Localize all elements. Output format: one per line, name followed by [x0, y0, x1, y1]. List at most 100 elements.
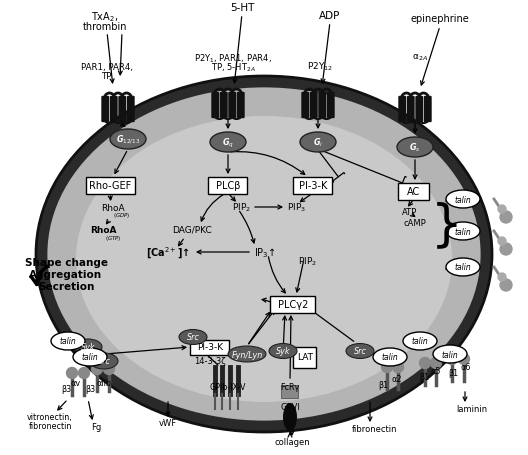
Text: talin: talin	[441, 350, 458, 359]
FancyBboxPatch shape	[407, 96, 414, 123]
FancyBboxPatch shape	[191, 340, 230, 355]
Text: PIP$_2$: PIP$_2$	[298, 255, 317, 268]
Text: TxA$_2$,: TxA$_2$,	[91, 10, 119, 24]
Text: αv: αv	[71, 378, 81, 387]
FancyBboxPatch shape	[211, 93, 219, 119]
FancyBboxPatch shape	[327, 93, 335, 119]
Circle shape	[500, 212, 512, 223]
Ellipse shape	[36, 77, 492, 432]
Ellipse shape	[373, 348, 407, 366]
Text: β3: β3	[61, 384, 71, 394]
Text: β1: β1	[378, 379, 388, 389]
Text: Fyn/Lyn: Fyn/Lyn	[231, 350, 263, 359]
Text: Src: Src	[186, 333, 200, 342]
Circle shape	[79, 368, 90, 379]
Ellipse shape	[228, 346, 266, 362]
Ellipse shape	[76, 117, 452, 402]
Text: laminin: laminin	[456, 404, 487, 414]
Ellipse shape	[446, 191, 480, 208]
Text: G$_q$: G$_q$	[222, 136, 234, 149]
Circle shape	[392, 362, 403, 373]
Circle shape	[500, 279, 512, 291]
Circle shape	[498, 238, 506, 245]
Circle shape	[67, 368, 78, 379]
FancyBboxPatch shape	[294, 177, 333, 194]
Text: P2Y$_{12}$: P2Y$_{12}$	[307, 61, 333, 73]
FancyBboxPatch shape	[101, 96, 109, 123]
FancyBboxPatch shape	[318, 93, 326, 119]
Text: vitronectin,: vitronectin,	[27, 413, 73, 422]
Ellipse shape	[210, 133, 246, 153]
Ellipse shape	[346, 344, 374, 359]
Text: fibronectin: fibronectin	[29, 422, 72, 430]
FancyBboxPatch shape	[237, 93, 244, 119]
Text: α$_{2A}$: α$_{2A}$	[412, 53, 428, 63]
FancyBboxPatch shape	[110, 96, 118, 123]
Ellipse shape	[179, 330, 207, 345]
Text: 14-3-3ζ: 14-3-3ζ	[194, 356, 226, 365]
Text: $_{(GTP)}$: $_{(GTP)}$	[105, 234, 121, 245]
Circle shape	[458, 354, 469, 365]
FancyBboxPatch shape	[398, 96, 406, 123]
FancyBboxPatch shape	[310, 93, 318, 119]
Circle shape	[103, 364, 115, 374]
FancyBboxPatch shape	[209, 177, 248, 194]
Text: talin: talin	[455, 227, 472, 236]
Text: talin: talin	[382, 353, 398, 362]
FancyBboxPatch shape	[424, 96, 432, 123]
FancyBboxPatch shape	[228, 93, 236, 119]
Text: PI-3-K: PI-3-K	[299, 181, 327, 191]
Text: PI-3-K: PI-3-K	[197, 343, 223, 352]
Circle shape	[430, 358, 441, 369]
Ellipse shape	[51, 332, 85, 350]
Text: Syk: Syk	[81, 343, 95, 352]
Text: G$_{12/13}$: G$_{12/13}$	[116, 133, 140, 146]
Text: talin: talin	[60, 337, 77, 346]
Text: RhoA: RhoA	[101, 203, 125, 212]
Ellipse shape	[90, 353, 118, 369]
FancyBboxPatch shape	[127, 96, 135, 123]
FancyBboxPatch shape	[281, 384, 298, 398]
Ellipse shape	[110, 130, 146, 150]
FancyBboxPatch shape	[399, 183, 429, 200]
Text: β1: β1	[419, 372, 429, 381]
Ellipse shape	[446, 258, 480, 276]
Ellipse shape	[283, 403, 297, 431]
Circle shape	[498, 273, 506, 281]
Text: α2: α2	[392, 374, 402, 384]
Text: LAT: LAT	[297, 353, 313, 362]
Text: talin: talin	[455, 195, 472, 204]
Text: ATP: ATP	[402, 207, 417, 216]
Text: GPVI: GPVI	[280, 403, 300, 412]
Text: PIP$_3$: PIP$_3$	[287, 201, 307, 214]
Ellipse shape	[300, 133, 336, 153]
Text: epinephrine: epinephrine	[411, 14, 469, 24]
Text: Secretion: Secretion	[38, 281, 94, 291]
Text: Src: Src	[354, 347, 366, 356]
Circle shape	[498, 206, 506, 213]
Text: G$_s$: G$_s$	[409, 142, 421, 154]
Text: [Ca$^{2+}$]↑: [Ca$^{2+}$]↑	[146, 245, 190, 260]
Text: cAMP: cAMP	[403, 218, 427, 227]
Ellipse shape	[433, 345, 467, 363]
Text: β1: β1	[448, 368, 458, 377]
Circle shape	[420, 358, 430, 369]
FancyBboxPatch shape	[220, 93, 228, 119]
Ellipse shape	[446, 222, 480, 241]
Text: αIIb: αIIb	[97, 379, 111, 388]
Text: PIP$_2$: PIP$_2$	[232, 201, 251, 214]
Circle shape	[91, 364, 102, 374]
Ellipse shape	[269, 344, 297, 359]
Text: Aggregation: Aggregation	[30, 269, 102, 279]
Text: RhoA: RhoA	[90, 225, 116, 234]
Circle shape	[500, 243, 512, 255]
Text: talin: talin	[82, 353, 98, 362]
FancyBboxPatch shape	[294, 347, 316, 368]
Text: 5-HT: 5-HT	[230, 3, 254, 13]
Ellipse shape	[403, 332, 437, 350]
Text: }: }	[431, 201, 463, 248]
Text: fibronectin: fibronectin	[352, 425, 398, 434]
Text: TP, 5-HT$_{2A}$: TP, 5-HT$_{2A}$	[211, 61, 256, 74]
Text: β3: β3	[85, 384, 95, 394]
Text: thrombin: thrombin	[83, 22, 127, 32]
